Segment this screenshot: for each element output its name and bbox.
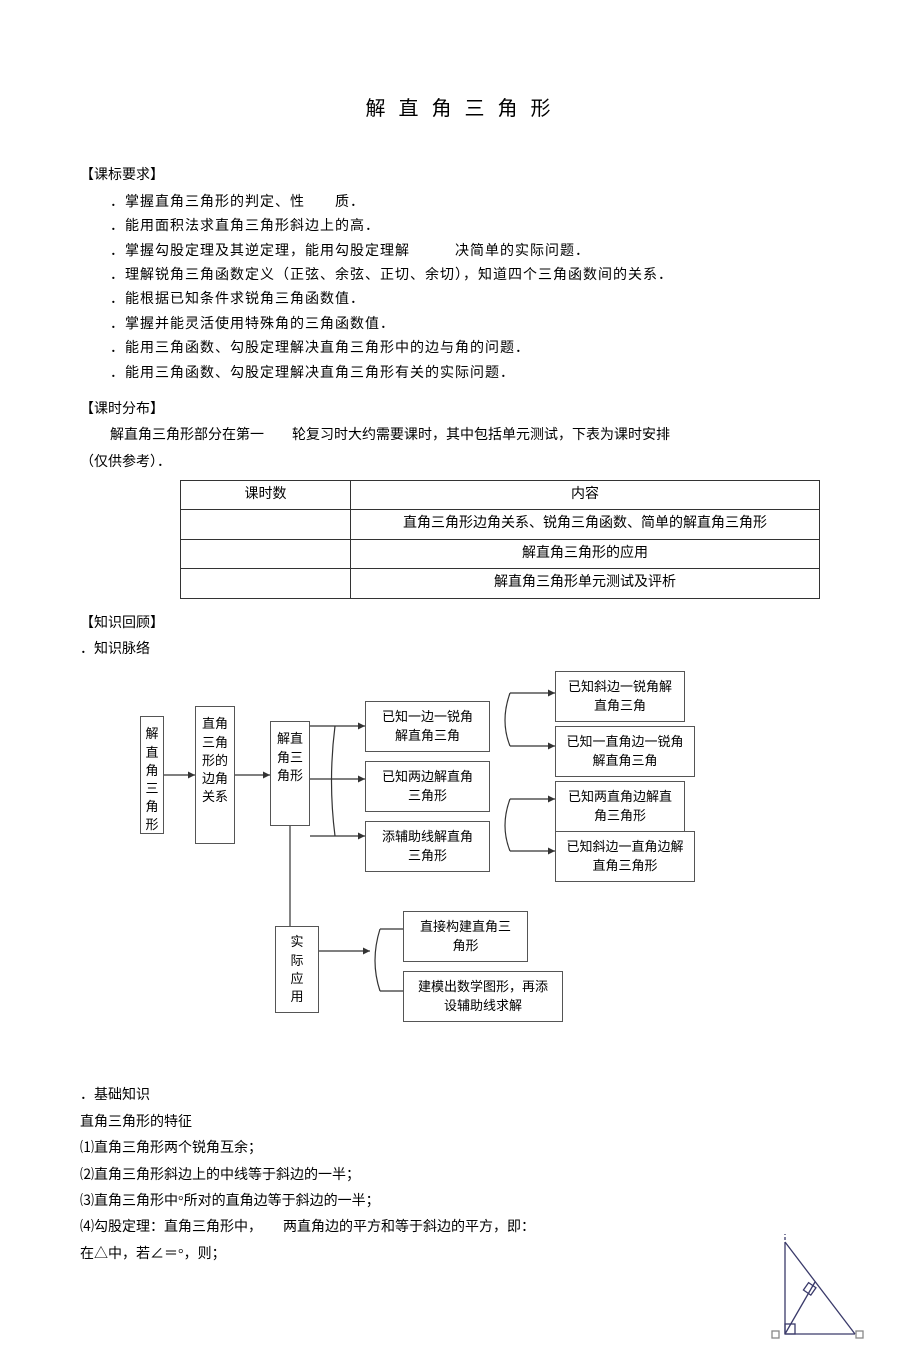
recall-heading: 【知识回顾】 xyxy=(80,613,840,635)
requirement-item: ．掌握勾股定理及其逆定理，能用勾股定理解 决简单的实际问题． xyxy=(110,241,840,263)
flow-node: 已知两边解直角三角形 xyxy=(365,761,490,811)
flow-node: 已知一直角边一锐角解直角三角 xyxy=(555,726,695,776)
flow-node: 解直角三角形 xyxy=(270,721,310,826)
table-cell xyxy=(181,510,351,539)
basics-item: ⑶直角三角形中°所对的直角边等于斜边的一半； xyxy=(80,1191,840,1213)
requirement-item: ．掌握并能灵活使用特殊角的三角函数值． xyxy=(110,314,840,336)
table-cell xyxy=(181,539,351,568)
requirements-list: ．掌握直角三角形的判定、性 质． ．能用面积法求直角三角形斜边上的高． ．掌握勾… xyxy=(80,192,840,385)
flow-node: 已知斜边一锐角解直角三角 xyxy=(555,671,685,721)
right-triangle-figure xyxy=(760,1234,870,1354)
requirement-item: ．能根据已知条件求锐角三角函数值． xyxy=(110,289,840,311)
requirement-item: ．掌握直角三角形的判定、性 质． xyxy=(110,192,840,214)
table-cell: 直角三角形边角关系、锐角三角函数、简单的解直角三角形 xyxy=(351,510,820,539)
flow-node: 添辅助线解直角三角形 xyxy=(365,821,490,871)
basics-item: ⑴直角三角形两个锐角互余； xyxy=(80,1138,840,1160)
knowledge-flowchart: 解直角三角形 直角三角形的边角关系 解直角三角形 实际应用 已知一边一锐角解直角… xyxy=(140,671,840,1071)
requirement-item: ．理解锐角三角函数定义（正弦、余弦、正切、余切），知道四个三角函数间的关系． xyxy=(110,265,840,287)
flow-node: 直角三角形的边角关系 xyxy=(195,706,235,844)
flow-node: 直接构建直角三角形 xyxy=(403,911,528,961)
table-header-cell: 课时数 xyxy=(181,481,351,510)
table-cell xyxy=(181,569,351,598)
requirements-heading: 【课标要求】 xyxy=(80,165,840,187)
flow-node: 已知两直角边解直角三角形 xyxy=(555,781,685,831)
page-title: 解 直 角 三 角 形 xyxy=(80,93,840,125)
table-cell: 解直角三角形单元测试及评析 xyxy=(351,569,820,598)
hours-intro-line2: （仅供参考）． xyxy=(80,452,840,474)
hours-heading: 【课时分布】 xyxy=(80,399,840,421)
table-row: 课时数 内容 xyxy=(181,481,820,510)
flow-node: 已知一边一锐角解直角三角 xyxy=(365,701,490,751)
flow-node-root: 解直角三角形 xyxy=(140,716,164,834)
basics-label: ．基础知识 xyxy=(80,1085,840,1107)
table-row: 解直角三角形的应用 xyxy=(181,539,820,568)
hours-intro-line1: 解直角三角形部分在第一 轮复习时大约需要课时，其中包括单元测试，下表为课时安排 xyxy=(80,425,840,447)
table-row: 直角三角形边角关系、锐角三角函数、简单的解直角三角形 xyxy=(181,510,820,539)
table-row: 解直角三角形单元测试及评析 xyxy=(181,569,820,598)
basics-item: ⑷勾股定理：直角三角形中， 两直角边的平方和等于斜边的平方，即： xyxy=(80,1217,840,1239)
basics-item: ⑵直角三角形斜边上的中线等于斜边的一半； xyxy=(80,1165,840,1187)
flow-node: 已知斜边一直角边解直角三角形 xyxy=(555,831,695,881)
basics-item: 在△中，若∠＝°，则； xyxy=(80,1244,840,1266)
flow-node: 实际应用 xyxy=(275,926,319,1013)
requirement-item: ．能用三角函数、勾股定理解决直角三角形中的边与角的问题． xyxy=(110,338,840,360)
hours-table: 课时数 内容 直角三角形边角关系、锐角三角函数、简单的解直角三角形 解直角三角形… xyxy=(180,480,820,599)
basics-heading: 直角三角形的特征 xyxy=(80,1112,840,1134)
table-cell: 解直角三角形的应用 xyxy=(351,539,820,568)
table-header-cell: 内容 xyxy=(351,481,820,510)
requirement-item: ．能用面积法求直角三角形斜边上的高． xyxy=(110,216,840,238)
requirement-item: ．能用三角函数、勾股定理解决直角三角形有关的实际问题． xyxy=(110,363,840,385)
knowledge-map-label: ．知识脉络 xyxy=(80,639,840,661)
flow-node: 建模出数学图形，再添设辅助线求解 xyxy=(403,971,563,1021)
